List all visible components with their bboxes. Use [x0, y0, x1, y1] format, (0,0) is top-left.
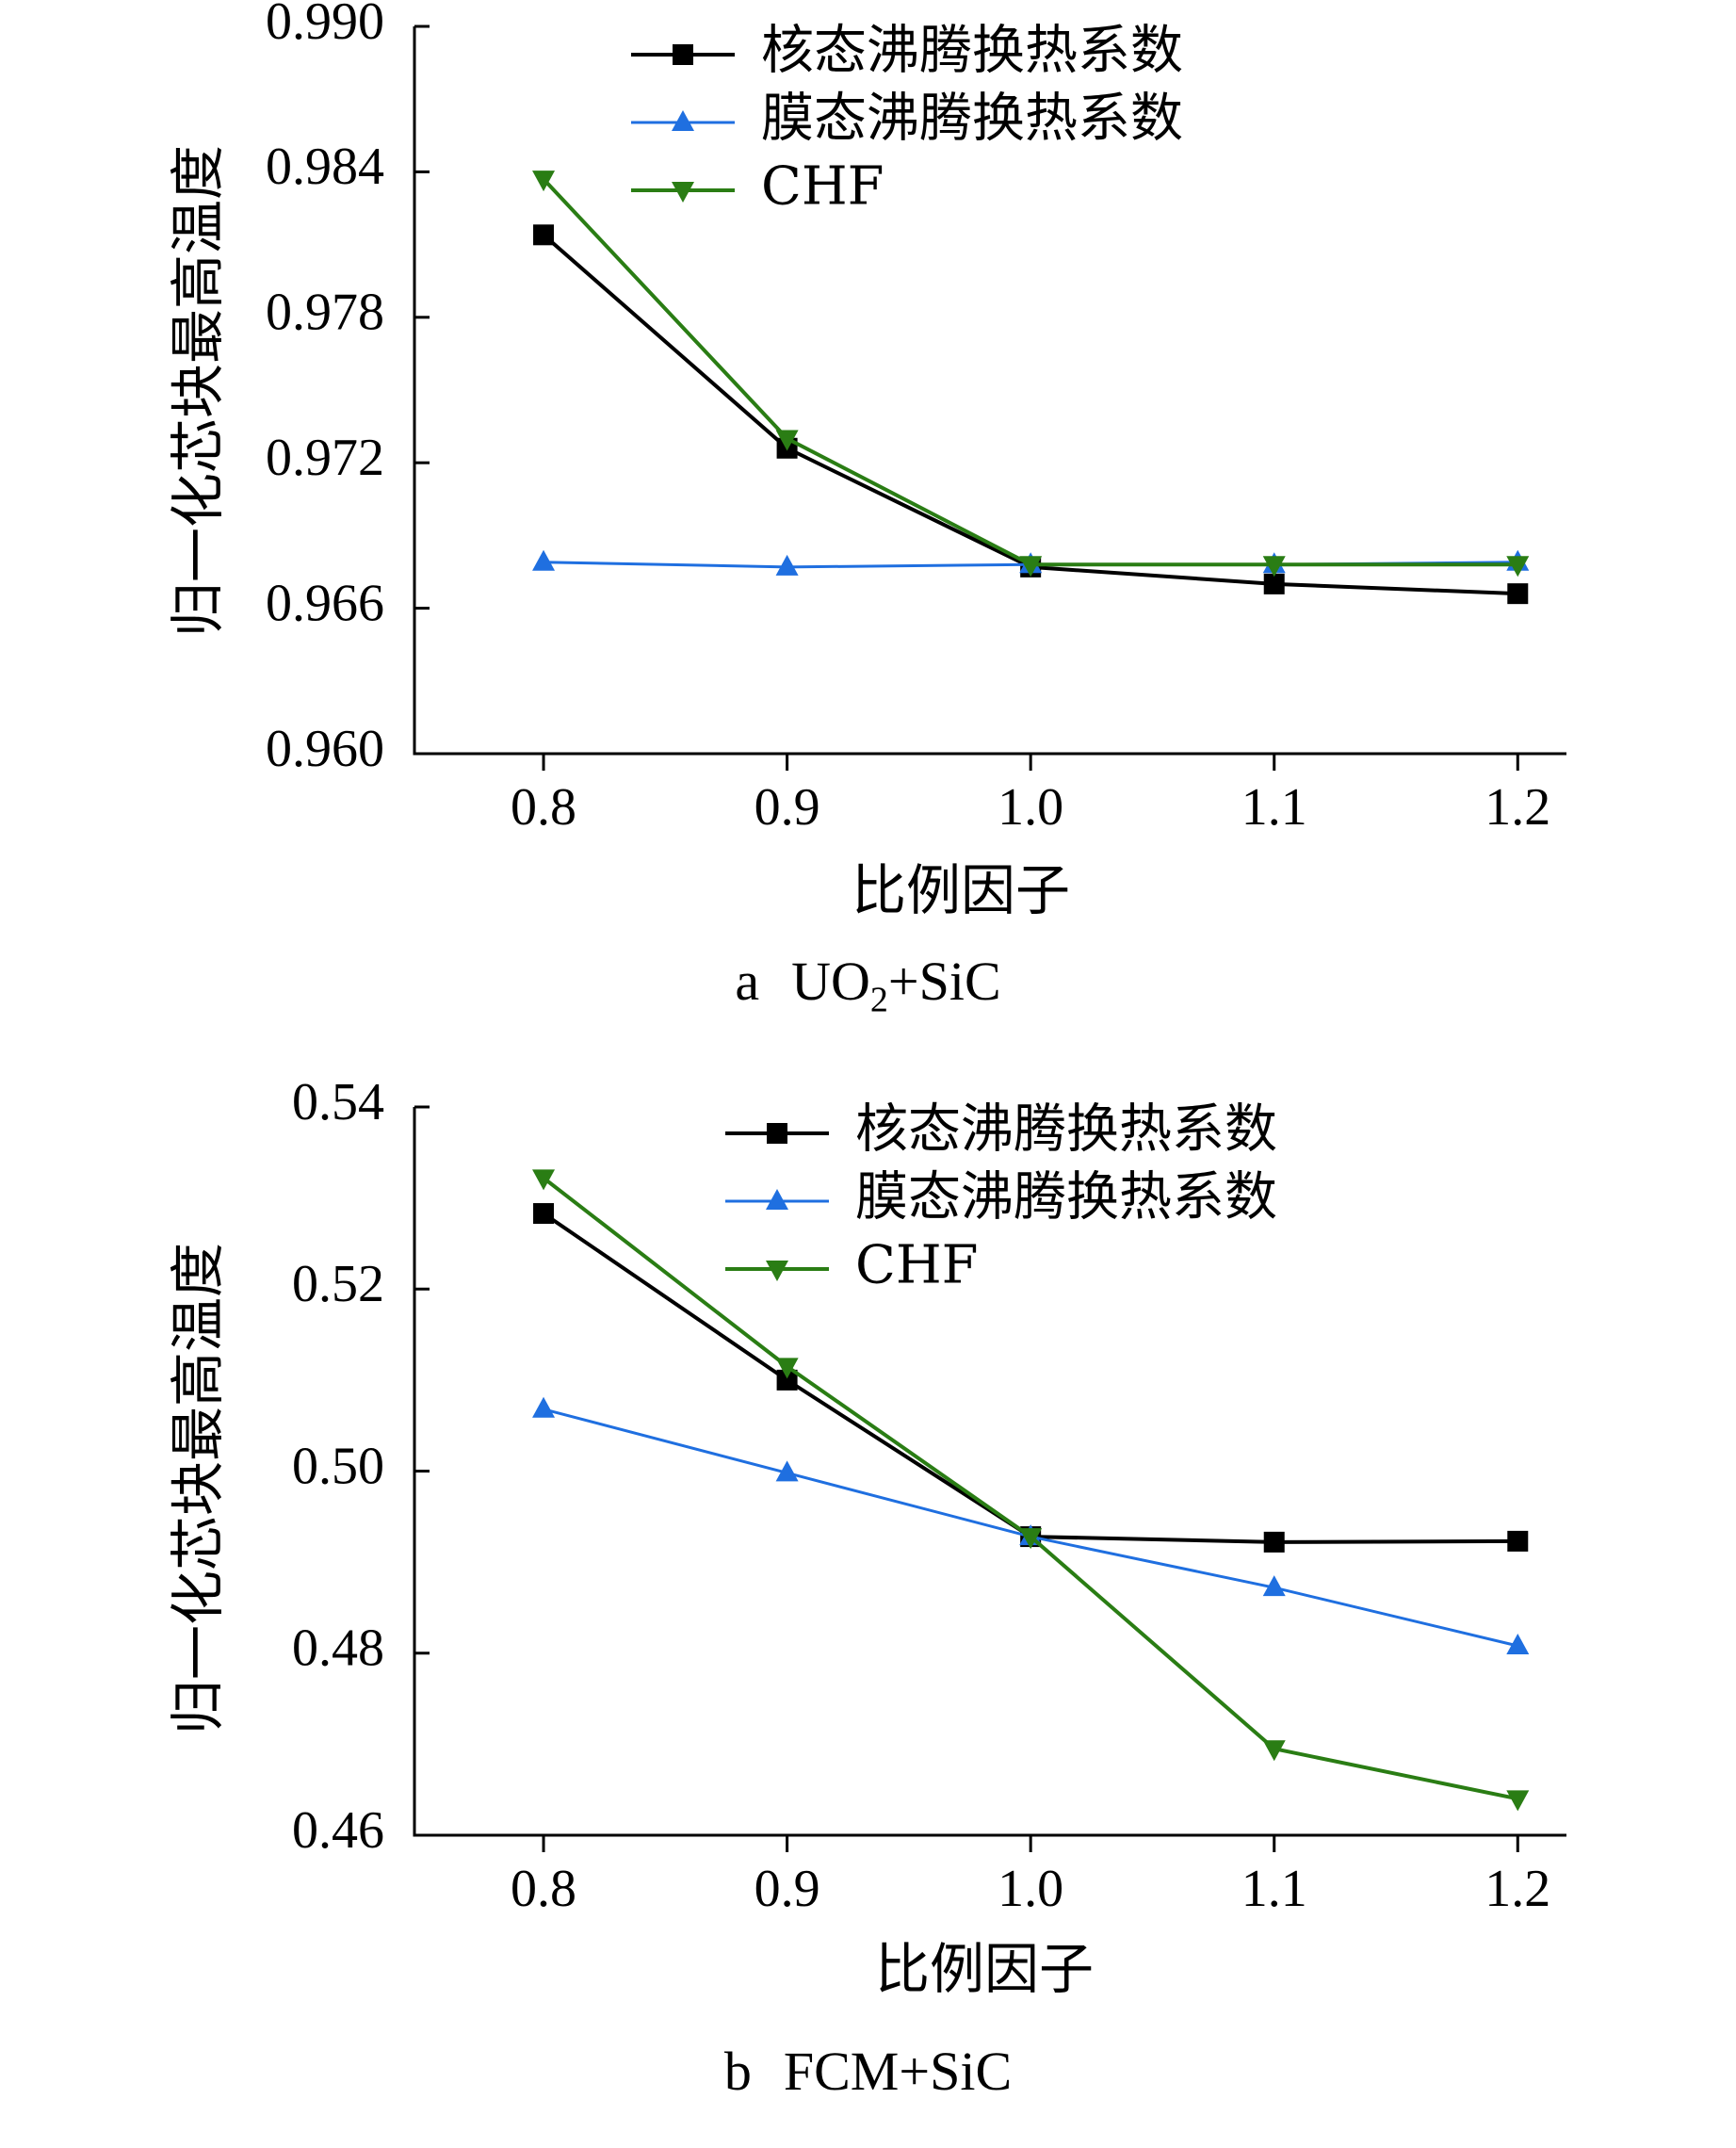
- x-axis-label: 比例因子: [852, 858, 1070, 922]
- caption-letter: a: [735, 951, 760, 1012]
- series-line: [542, 1212, 1518, 1544]
- series-layer: [532, 171, 1530, 605]
- caption-a: a UO2+SiC: [0, 950, 1736, 1021]
- data-point: [1262, 1740, 1286, 1762]
- y-tick-label: 0.48: [292, 1619, 384, 1678]
- x-axis-label: 比例因子: [875, 1937, 1094, 2001]
- data-point: [532, 549, 556, 571]
- data-point: [1263, 573, 1285, 594]
- legend-label: CHF: [761, 156, 884, 218]
- y-ticks: 0.960 0.966 0.972 0.978 0.984 0.990: [266, 0, 430, 778]
- legend-label: 膜态沸腾换热系数: [855, 1167, 1277, 1229]
- y-tick-label: 0.52: [292, 1255, 384, 1313]
- x-tick-label: 1.1: [1241, 778, 1307, 837]
- x-tick-label: 0.9: [754, 778, 820, 837]
- x-tick-label: 1.0: [998, 778, 1063, 837]
- series-line: [542, 1176, 1518, 1801]
- data-point: [775, 430, 799, 451]
- legend-marker: [766, 1189, 788, 1210]
- x-ticks: 0.8 0.9 1.0 1.1 1.2: [511, 1835, 1550, 1918]
- x-ticks: 0.8 0.9 1.0 1.1 1.2: [511, 754, 1550, 837]
- y-tick-label: 0.46: [292, 1801, 384, 1860]
- y-tick-label: 0.972: [266, 429, 384, 487]
- y-axis-label: 归一化芯块最高温度: [166, 1243, 230, 1734]
- data-point: [1262, 1575, 1286, 1597]
- data-point: [1506, 556, 1530, 578]
- chart-panel-b: 归一化芯块最高温度 比例因子 0.46 0.48 0.50 0.52 0.54 0.8 0…: [0, 1073, 1736, 2148]
- y-tick-label: 0.990: [266, 0, 384, 51]
- legend-marker: [766, 1261, 788, 1281]
- y-tick-label: 0.50: [292, 1437, 384, 1495]
- series-layer: [532, 1169, 1530, 1812]
- y-axis-title: 归一化芯块最高温度: [166, 1243, 230, 1734]
- caption-b: b FCM+SiC: [0, 2040, 1736, 2111]
- data-point: [1019, 1528, 1043, 1550]
- legend-item: CHF: [725, 1235, 979, 1296]
- y-tick-label: 0.54: [292, 1073, 384, 1131]
- chart-panel-a: 归一化芯块最高温度 比例因子 0.960 0.966 0.972 0.978 0.984…: [0, 0, 1736, 1046]
- series-3: [532, 171, 1530, 578]
- legend-label: 膜态沸腾换热系数: [761, 89, 1183, 150]
- legend-label: CHF: [855, 1235, 979, 1296]
- y-tick-label: 0.966: [266, 574, 384, 632]
- caption-letter: b: [723, 2041, 752, 2102]
- x-tick-label: 0.8: [511, 1860, 576, 1918]
- data-point: [1262, 556, 1286, 578]
- series-line: [542, 233, 1518, 596]
- y-ticks: 0.46 0.48 0.50 0.52 0.54: [292, 1073, 430, 1860]
- x-tick-label: 1.1: [1241, 1860, 1307, 1918]
- chart-b-canvas: 归一化芯块最高温度 比例因子 0.460.480.500.520.54 0.8 0…: [166, 1073, 1566, 2001]
- chart-a-canvas: 归一化芯块最高温度 比例因子 0.960 0.966 0.972 0.978 0.984…: [166, 0, 1566, 922]
- data-point: [1506, 1634, 1530, 1655]
- legend-marker: [672, 182, 694, 203]
- data-point: [1507, 1530, 1529, 1552]
- x-tick-label: 1.2: [1485, 778, 1550, 837]
- legend-marker: [673, 44, 693, 65]
- data-point: [775, 1358, 799, 1379]
- data-point: [532, 171, 556, 192]
- data-point: [775, 1460, 799, 1482]
- x-tick-label: 0.8: [511, 778, 576, 837]
- caption-main: FCM+SiC: [783, 2041, 1013, 2102]
- legend-label: 核态沸腾换热系数: [855, 1099, 1277, 1161]
- legend-item: CHF: [631, 156, 884, 218]
- series-2: [532, 1396, 1530, 1655]
- data-point: [532, 1396, 556, 1418]
- series-line: [542, 177, 1518, 567]
- x-tick-label: 1.2: [1485, 1860, 1550, 1918]
- series-1: [533, 224, 1529, 605]
- legend-label: 核态沸腾换热系数: [761, 21, 1183, 82]
- series-3: [532, 1169, 1530, 1812]
- series-1: [533, 1203, 1529, 1553]
- y-axis-label: 归一化芯块最高温度: [166, 145, 230, 637]
- axes: [413, 26, 1566, 756]
- data-point: [1019, 556, 1043, 578]
- legend-item: 核态沸腾换热系数: [725, 1099, 1277, 1161]
- data-point: [533, 224, 555, 246]
- caption-subscript: 2: [869, 980, 888, 1020]
- data-point: [1507, 583, 1529, 605]
- data-point: [1506, 1790, 1530, 1812]
- y-tick-label: 0.984: [266, 138, 384, 196]
- data-point: [776, 1369, 798, 1391]
- y-tick-label: 0.978: [266, 284, 384, 342]
- axes: [413, 1107, 1566, 1837]
- y-tick-label: 0.960: [266, 720, 384, 778]
- legend-item: 核态沸腾换热系数: [631, 21, 1183, 82]
- data-point: [1263, 1531, 1285, 1553]
- y-axis-title: 归一化芯块最高温度: [166, 145, 230, 637]
- data-point: [532, 1169, 556, 1191]
- legend-marker: [672, 110, 694, 131]
- legend-item: 膜态沸腾换热系数: [631, 89, 1183, 150]
- legend-marker: [767, 1123, 787, 1144]
- x-tick-label: 0.9: [754, 1860, 820, 1918]
- x-tick-label: 1.0: [998, 1860, 1063, 1918]
- caption-tail: +SiC: [887, 951, 1001, 1012]
- caption-main: UO: [791, 951, 870, 1012]
- data-point: [775, 554, 799, 576]
- data-point: [533, 1203, 555, 1225]
- legend-item: 膜态沸腾换热系数: [725, 1167, 1277, 1229]
